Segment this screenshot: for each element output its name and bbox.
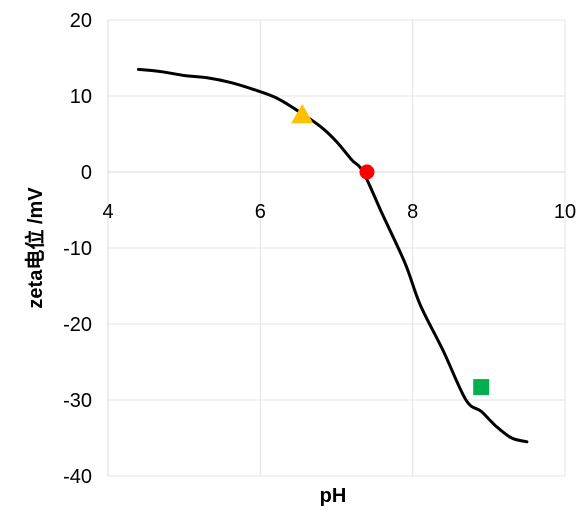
- x-tick-label: 10: [554, 201, 576, 223]
- axes: [107, 20, 565, 476]
- x-tick-label: 6: [255, 201, 266, 223]
- markers: [291, 104, 490, 396]
- y-tick-label: -10: [63, 238, 92, 260]
- y-tick-label: -30: [63, 390, 92, 412]
- triangle-marker: [291, 104, 314, 124]
- x-tick-label: 8: [407, 201, 418, 223]
- gridlines: [108, 19, 566, 477]
- y-tick-label: -20: [63, 314, 92, 336]
- y-tick-label: -40: [63, 466, 92, 488]
- x-tick-label: 4: [102, 201, 113, 223]
- y-tick-label: 0: [81, 162, 92, 184]
- series-layer: [136, 67, 529, 444]
- tick-labels: 20 10 0 -10 -20 -30 -40 4 6 8 10: [63, 10, 576, 488]
- circle-marker: [359, 164, 375, 180]
- y-axis-title: zeta电位 /mV: [23, 187, 47, 309]
- square-marker: [473, 379, 490, 396]
- series-line: [136, 67, 529, 444]
- y-tick-label: 10: [70, 86, 92, 108]
- x-axis-title: pH: [320, 485, 347, 507]
- y-tick-label: 20: [70, 10, 92, 32]
